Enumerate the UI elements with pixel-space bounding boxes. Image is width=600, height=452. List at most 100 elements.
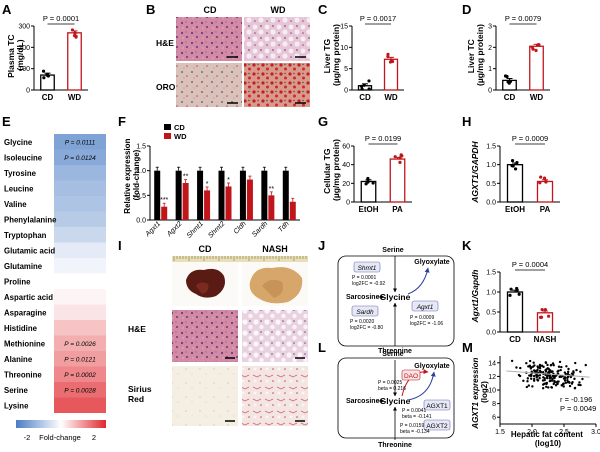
significance-stars: *** (160, 197, 168, 204)
panel-l-diagram: Serine Glyoxylate Sarcosine Glycine Thre… (337, 351, 455, 449)
data-point (517, 373, 521, 377)
data-point (573, 387, 577, 390)
x-tick-label: Agxt2 (165, 220, 183, 238)
y-tick-label: 0.5 (486, 181, 496, 188)
data-point (566, 370, 570, 374)
node-glycine: Glycine (380, 292, 411, 302)
y-tick-label: 60 (342, 144, 350, 151)
panel-b-row-oro: ORO (156, 82, 176, 92)
data-point (526, 380, 529, 383)
data-point (532, 374, 536, 378)
enzyme-agxt2: AGXT2 (426, 423, 448, 430)
data-point (544, 361, 547, 364)
panel-d-ylabel: Liver TC (µg/mg protein) (466, 24, 485, 86)
panel-f-ylabel: Relative expression (fold-change) (123, 136, 141, 213)
data-point (549, 369, 552, 372)
p-value: P = 0.0004 (512, 260, 548, 269)
data-point (508, 79, 513, 84)
data-point (578, 381, 581, 384)
enzyme-agxt2-beta: beta = -0.134 (400, 429, 430, 435)
enzyme-sardh: Sardh (356, 309, 374, 316)
liver-cd-lobe (196, 282, 209, 294)
bar (506, 291, 524, 333)
data-point (563, 377, 567, 380)
data-point (510, 164, 514, 168)
panel-d-chart: Liver TC (µg/mg protein) 0 1 2 3 CD WD P = 0.0… (466, 14, 550, 102)
heatmap-row-label: Valine (4, 200, 27, 209)
x-tick-label: CD (504, 93, 516, 102)
data-point (505, 74, 509, 79)
data-point (547, 386, 550, 389)
data-point (541, 379, 545, 382)
heatmap-cell (54, 165, 106, 181)
heatmap-p-value: P = 0.0002 (64, 372, 96, 379)
data-point (541, 383, 545, 386)
data-point (546, 376, 549, 380)
data-point (544, 180, 548, 184)
data-point (538, 374, 542, 377)
y-tick-label: 20 (342, 181, 350, 188)
panel-c-ylabel: Liver TG (µg/mg protein) (322, 24, 341, 86)
data-point (46, 74, 50, 78)
y-tick-label: 15 (340, 24, 348, 31)
enzyme-sardh-p: P = 0.0020 (350, 319, 374, 325)
data-point (550, 379, 554, 382)
node-sarcosine: Sarcosine (346, 398, 380, 405)
data-point (362, 83, 366, 87)
y-tick-label: 300 (18, 24, 30, 31)
node-threonine: Threonine (378, 442, 412, 449)
heatmap-cell (54, 382, 106, 398)
x-tick-label: Agxt1 (144, 220, 162, 238)
data-point (563, 379, 567, 382)
data-point (548, 377, 552, 380)
node-glyoxylate: Glyoxylate (414, 363, 450, 370)
data-point (528, 364, 532, 367)
data-point (540, 308, 544, 312)
data-point (532, 361, 535, 364)
heatmap-cell (54, 366, 106, 382)
panel-letter-h: H (462, 114, 471, 129)
regression-line (506, 370, 590, 378)
data-point (546, 363, 549, 367)
data-point (538, 376, 541, 380)
y-tick-label: 0.0 (136, 218, 146, 225)
node-glycine: Glycine (380, 396, 411, 406)
y-tick-label: 0 (346, 200, 350, 207)
panel-c-chart: Liver TG (µg/mg protein) 0 5 10 15 CD WD P = 0… (322, 14, 404, 102)
enzyme-agxt1-p: P = 0.0041 (402, 408, 426, 414)
enzyme-shmt1-fc: log2FC = -0.92 (352, 281, 385, 287)
data-point (564, 381, 568, 384)
data-point (545, 382, 548, 386)
bar (161, 206, 168, 220)
heatmap-cell (54, 320, 106, 336)
data-point (527, 384, 531, 387)
panel-f-chart: Relative expression (fold-change) CD WD … (123, 123, 300, 240)
panel-letter-a: A (2, 2, 12, 17)
bar (289, 201, 296, 220)
heatmap-row-label: Threonine (4, 370, 42, 379)
data-point (553, 379, 556, 383)
data-point (539, 315, 543, 319)
x-tick-label: WD (384, 93, 398, 102)
y-tick-label: 8 (492, 401, 496, 408)
panel-k-chart: Agxt1/Gapdh 0.0 0.5 1.0 1.5 CD NASH P = 0.0004 (470, 260, 560, 344)
significance-stars: * (206, 181, 209, 188)
data-point (525, 361, 528, 365)
data-point (364, 182, 368, 186)
panel-i-row-red: Red (128, 394, 144, 404)
data-point (534, 48, 538, 53)
y-tick-label: 5 (344, 66, 348, 73)
data-point (398, 160, 402, 164)
bar (175, 170, 182, 220)
x-tick-label: Cldh (233, 220, 248, 235)
bar (218, 170, 225, 220)
data-point (566, 378, 569, 382)
bar (529, 45, 544, 91)
x-tick-label: EtOH (359, 205, 379, 214)
panel-m-xlabel: Hepatic fat content (log10) (511, 430, 585, 448)
data-point (553, 376, 556, 380)
data-point (542, 176, 547, 180)
panel-m-chart: AGXT1 expression (log2) Hepatic fat cont… (471, 356, 600, 448)
data-point (360, 87, 364, 91)
